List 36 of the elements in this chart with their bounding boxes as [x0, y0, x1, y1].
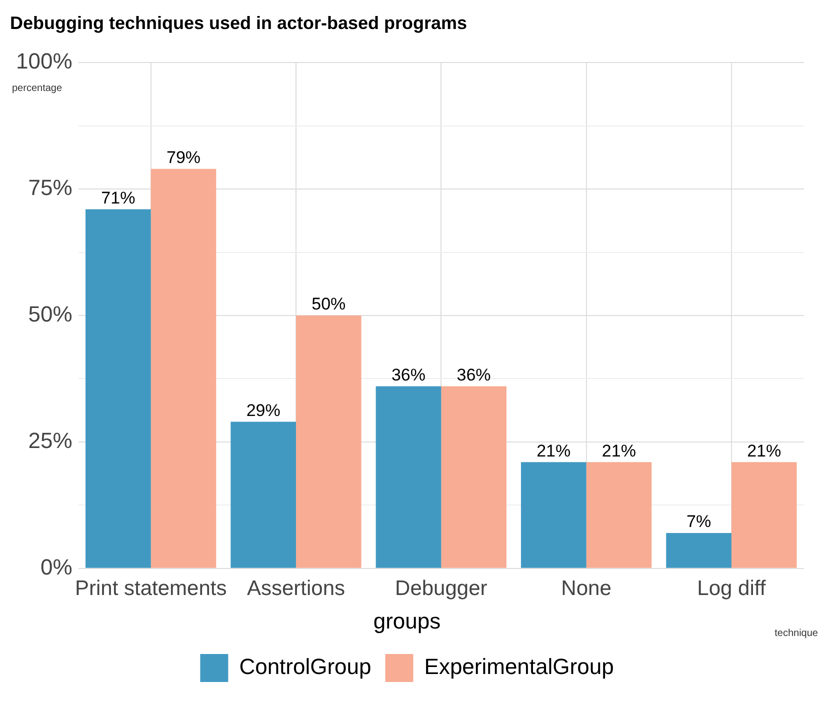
data-label: 79% — [166, 148, 201, 168]
y-tick-label: 50% — [28, 302, 72, 327]
y-tick-label: 75% — [28, 175, 72, 200]
x-axis-title: technique — [774, 628, 818, 640]
data-label: 21% — [536, 441, 571, 460]
legend-label: ExperimentalGroup — [424, 654, 614, 680]
bar — [230, 422, 296, 568]
bar — [520, 462, 586, 568]
x-tick-label: None — [561, 576, 612, 600]
legend-label: ControlGroup — [239, 654, 372, 680]
bar — [86, 209, 151, 568]
data-label: 71% — [101, 188, 136, 208]
y-tick-label: 25% — [28, 428, 72, 454]
x-tick-label: Debugger — [395, 576, 488, 600]
bar — [150, 168, 216, 568]
bar — [441, 386, 506, 568]
x-tick-label: Assertions — [246, 576, 346, 600]
data-label: 29% — [246, 400, 280, 420]
bar — [376, 386, 442, 568]
bar — [296, 316, 362, 568]
y-tick-label: 100% — [16, 48, 72, 74]
data-label: 21% — [747, 441, 782, 460]
bar — [731, 462, 797, 568]
data-label: 36% — [391, 366, 426, 384]
data-label: 50% — [312, 294, 346, 314]
bar — [666, 532, 732, 568]
legend-title: groups — [373, 608, 441, 634]
bar — [586, 462, 652, 568]
data-label: 21% — [602, 441, 636, 460]
y-axis-title: percentage — [12, 82, 62, 94]
data-label: 36% — [456, 366, 491, 384]
data-label: 7% — [686, 512, 712, 532]
x-tick-label: Print statements — [74, 576, 227, 600]
chart-title: Debugging techniques used in actor-based programs — [10, 12, 468, 33]
y-tick-label: 0% — [40, 554, 72, 580]
x-tick-label: Log diff — [697, 576, 766, 600]
